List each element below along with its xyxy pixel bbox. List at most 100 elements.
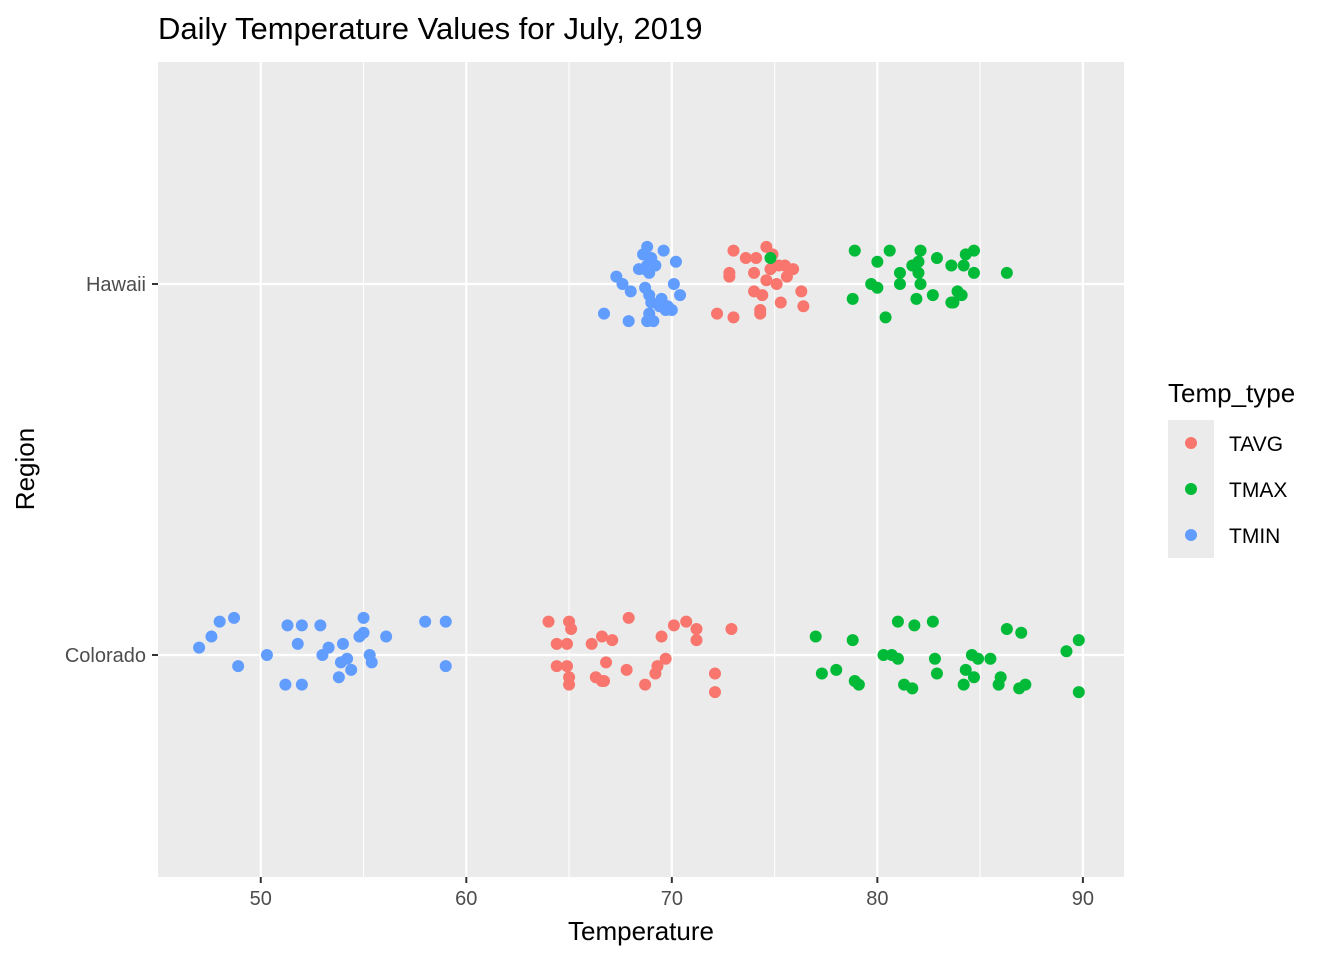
y-axis: Colorado Hawaii xyxy=(65,274,158,667)
point-tmax xyxy=(959,663,972,676)
point-tmax xyxy=(893,266,906,279)
point-tmax xyxy=(830,663,843,676)
x-axis: 50 60 70 80 90 xyxy=(250,877,1094,910)
point-tmin xyxy=(345,663,358,676)
point-tmin xyxy=(295,678,308,691)
point-tmax xyxy=(846,292,859,305)
point-tavg xyxy=(595,630,608,643)
point-tmax xyxy=(1015,626,1028,639)
point-tmax xyxy=(891,615,904,628)
x-tick-label: 90 xyxy=(1072,888,1094,910)
point-tmax xyxy=(955,289,968,302)
legend-key-tavg xyxy=(1185,437,1197,449)
point-tmax xyxy=(883,244,896,257)
point-tmax xyxy=(893,278,906,290)
point-tmax xyxy=(809,630,822,643)
point-tmax xyxy=(871,255,884,268)
point-tmin xyxy=(667,278,680,290)
point-tavg xyxy=(780,270,793,283)
point-tmax xyxy=(910,292,923,305)
point-tmax xyxy=(945,296,958,309)
legend-title: Temp_type xyxy=(1168,378,1295,408)
point-tavg xyxy=(760,274,773,287)
point-tmax xyxy=(906,682,919,695)
point-tavg xyxy=(750,252,763,265)
point-tmax xyxy=(967,671,980,684)
point-tmin xyxy=(281,619,294,632)
point-tmax xyxy=(930,667,943,680)
point-tmax xyxy=(957,678,970,691)
point-tavg xyxy=(622,611,635,624)
x-axis-title: Temperature xyxy=(568,916,714,946)
point-tavg xyxy=(795,285,808,298)
point-tmin xyxy=(232,660,245,673)
grid-lines xyxy=(158,62,1124,877)
point-tavg xyxy=(797,300,810,313)
point-tavg xyxy=(727,311,740,324)
point-tmax xyxy=(1060,645,1073,658)
point-tavg xyxy=(690,623,703,636)
point-tmax xyxy=(877,649,890,661)
point-tmin xyxy=(228,611,241,624)
point-tmin xyxy=(213,615,226,628)
point-tavg xyxy=(680,615,693,628)
y-tick-label: Hawaii xyxy=(86,274,146,296)
point-tmin xyxy=(336,637,349,650)
point-tmax xyxy=(959,248,972,261)
point-tmin xyxy=(624,285,637,298)
point-tavg xyxy=(606,634,619,647)
chart-title: Daily Temperature Values for July, 2019 xyxy=(158,11,703,46)
point-tavg xyxy=(764,263,777,276)
point-tmin xyxy=(439,615,452,628)
point-tavg xyxy=(620,663,633,676)
legend-key-tmin xyxy=(1185,529,1197,541)
point-tmax xyxy=(1072,686,1085,699)
x-tick-label: 70 xyxy=(661,888,683,910)
y-tick-label: Colorado xyxy=(65,645,146,667)
point-tmin xyxy=(641,259,654,272)
point-tmin xyxy=(669,255,682,268)
point-tmin xyxy=(380,630,393,643)
point-tmax xyxy=(930,252,943,265)
point-tmax xyxy=(912,266,925,279)
point-tmax xyxy=(846,634,859,647)
point-tmin xyxy=(657,244,670,257)
point-tavg xyxy=(667,619,680,632)
point-tavg xyxy=(754,307,767,320)
point-tavg xyxy=(565,623,578,636)
point-tmax xyxy=(848,244,861,257)
point-tavg xyxy=(550,637,563,650)
point-tmin xyxy=(622,315,635,328)
point-tavg xyxy=(756,289,769,302)
point-tmin xyxy=(419,615,432,628)
point-tmin xyxy=(365,656,378,669)
point-tavg xyxy=(727,244,740,257)
point-tavg xyxy=(770,278,783,290)
x-tick-label: 50 xyxy=(250,888,272,910)
point-tmin xyxy=(598,307,611,320)
point-tmax xyxy=(914,278,927,290)
y-axis-title: Region xyxy=(10,428,40,510)
point-tavg xyxy=(774,296,787,309)
point-tavg xyxy=(585,637,598,650)
point-tmax xyxy=(891,652,904,665)
point-tmin xyxy=(332,671,345,684)
point-tmax xyxy=(871,281,884,294)
legend: Temp_type TAVG TMAX TMIN xyxy=(1168,378,1295,558)
point-tavg xyxy=(550,660,563,673)
point-tavg xyxy=(639,678,652,691)
point-tmin xyxy=(314,619,327,632)
point-tmax xyxy=(984,652,997,665)
point-tmax xyxy=(992,678,1005,691)
point-tavg xyxy=(563,678,576,691)
point-tmax xyxy=(926,289,939,302)
point-tavg xyxy=(690,634,703,647)
point-tmin xyxy=(193,641,206,654)
point-tmax xyxy=(764,252,777,265)
point-tavg xyxy=(711,307,724,320)
point-tmax xyxy=(815,667,828,680)
point-tavg xyxy=(561,660,574,673)
point-tmin xyxy=(260,649,273,661)
legend-label: TMIN xyxy=(1229,525,1280,548)
